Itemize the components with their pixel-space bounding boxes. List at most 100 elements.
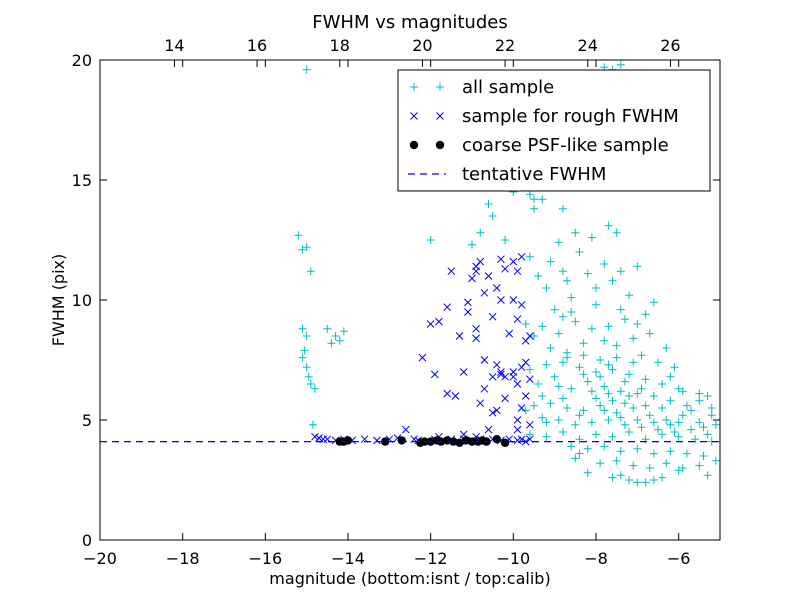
rough-fwhm-point [492, 284, 501, 292]
all-sample-point [649, 418, 658, 427]
all-sample-point [620, 399, 629, 408]
all-sample-point [302, 243, 311, 252]
top-x-tick-label: 16 [247, 36, 267, 55]
all-sample-point [538, 413, 547, 422]
all-sample-point [687, 406, 696, 415]
all-sample-point [484, 200, 493, 208]
all-sample-point [612, 228, 621, 237]
all-sample-point [567, 308, 576, 316]
all-sample-point [600, 260, 609, 268]
all-sample-point [711, 420, 720, 429]
all-sample-point [625, 428, 634, 436]
rough-fwhm-point [492, 360, 501, 369]
x-tick-label: −16 [248, 549, 282, 568]
all-sample-point [600, 336, 609, 345]
all-sample-point [596, 401, 605, 410]
all-sample-point [530, 332, 538, 340]
all-sample-point [521, 406, 530, 415]
all-sample-point [608, 473, 617, 482]
rough-fwhm-point [480, 384, 489, 393]
x-tick-label: −8 [584, 549, 608, 568]
all-sample-point [670, 428, 679, 436]
rough-fwhm-point [402, 425, 410, 434]
rough-fwhm-point [509, 257, 518, 266]
rough-fwhm-point [513, 315, 522, 324]
all-sample-point [554, 238, 563, 247]
all-sample-point [666, 420, 675, 429]
legend-box [397, 69, 711, 192]
rough-fwhm-point [484, 272, 493, 280]
all-sample-point [625, 291, 634, 300]
x-tick-label: −12 [414, 549, 448, 568]
all-sample-point [641, 401, 650, 410]
all-sample-point [649, 298, 658, 307]
all-sample-point [633, 320, 642, 328]
all-sample-point [571, 420, 580, 429]
all-sample-point [678, 387, 687, 396]
all-sample-point [587, 418, 596, 427]
all-sample-point [629, 358, 638, 367]
rough-fwhm-point [472, 262, 480, 271]
all-sample-point [600, 442, 609, 451]
all-sample-point [633, 444, 642, 453]
rough-fwhm-point [509, 372, 518, 381]
all-sample-point [542, 360, 551, 369]
x-tick-label: −14 [331, 549, 365, 568]
all-sample-point [625, 392, 634, 400]
rough-fwhm-point [447, 267, 456, 276]
all-sample-point [575, 248, 584, 256]
all-sample-point [575, 363, 584, 372]
all-sample-point [542, 432, 551, 441]
all-sample-point [633, 478, 642, 487]
all-sample-point [567, 293, 576, 302]
legend-label-all-sample: all sample [462, 77, 554, 98]
all-sample-point [339, 327, 348, 336]
legend-label-rough-fwhm: sample for rough FWHM [462, 106, 679, 127]
all-sample-point [583, 377, 592, 386]
all-sample-point [302, 363, 311, 372]
all-sample-point [678, 464, 687, 472]
all-sample-point [558, 204, 567, 213]
rough-fwhm-point [505, 329, 514, 338]
all-sample-point [703, 471, 712, 480]
all-sample-point [641, 310, 650, 319]
all-sample-point [488, 212, 497, 220]
all-sample-point [678, 411, 687, 420]
psf-like-point [381, 437, 390, 446]
all-sample-point [649, 392, 658, 400]
all-sample-point [711, 456, 720, 465]
rough-fwhm-point [488, 312, 497, 321]
rough-fwhm-point [484, 425, 493, 434]
all-sample-point [563, 276, 572, 285]
all-sample-point [592, 394, 600, 403]
all-sample-point [501, 236, 510, 244]
all-sample-point [608, 365, 617, 374]
all-sample-point [633, 416, 642, 424]
x-tick-label: −18 [166, 549, 200, 568]
top-x-tick-label: 24 [578, 36, 598, 55]
rough-fwhm-point [476, 399, 485, 408]
all-sample-point [666, 447, 675, 456]
all-sample-point [567, 442, 576, 451]
all-sample-point [596, 372, 605, 381]
all-sample-point [620, 315, 629, 324]
psf-like-point [500, 438, 510, 447]
rough-fwhm-point [521, 358, 530, 367]
all-sample-point [629, 404, 638, 412]
all-sample-point [633, 262, 642, 271]
all-sample-point [546, 344, 555, 352]
all-sample-point [703, 392, 712, 400]
all-sample-point [637, 384, 646, 393]
all-sample-point [699, 452, 708, 460]
all-sample-point [530, 401, 538, 410]
all-sample-point [695, 396, 704, 405]
all-sample-point [707, 411, 716, 420]
rough-fwhm-point [472, 334, 480, 343]
all-sample-point [468, 240, 476, 249]
rough-fwhm-point [480, 356, 489, 364]
all-sample-point [575, 411, 584, 420]
all-sample-point [530, 195, 538, 204]
all-sample-point [304, 372, 313, 381]
legend-label-psf-like: coarse PSF-like sample [462, 135, 669, 156]
